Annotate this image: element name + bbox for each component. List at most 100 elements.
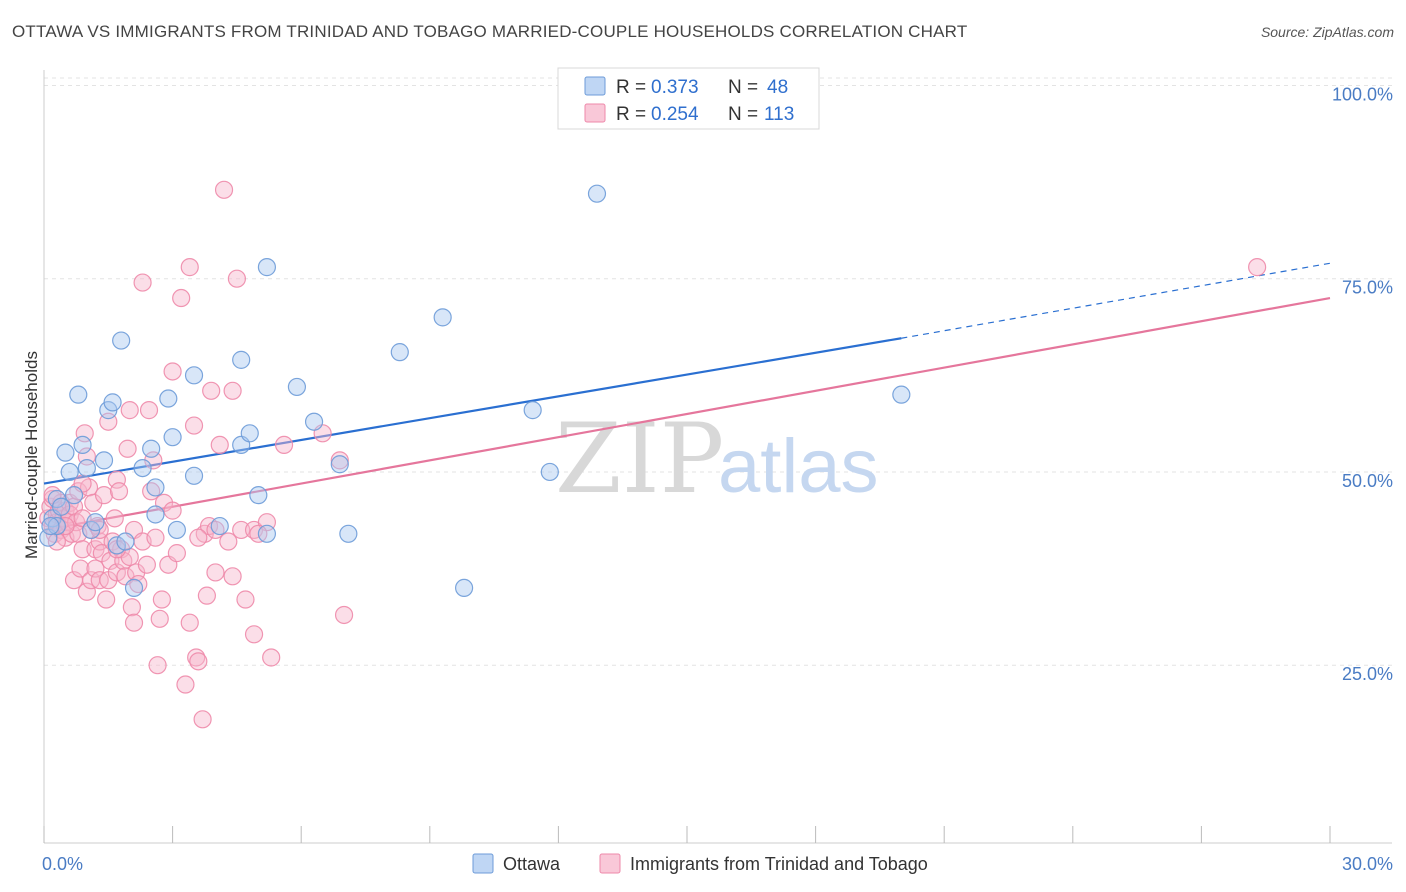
- trinidad-point: [73, 540, 92, 559]
- ottawa-point: [159, 389, 178, 408]
- trinidad-point: [172, 288, 191, 308]
- trend-line-ottawa-extension: [901, 262, 1331, 339]
- y-axis-label: Married-couple Households: [22, 351, 41, 559]
- ottawa-point: [163, 428, 182, 447]
- ottawa-point: [124, 578, 144, 598]
- legend-n-value-trinidad: 113: [764, 104, 794, 125]
- ottawa-point: [249, 486, 268, 505]
- trinidad-point: [109, 482, 129, 501]
- x-tick-label-max: 30.0%: [1342, 854, 1393, 874]
- ottawa-point: [287, 377, 307, 397]
- ottawa-point: [587, 184, 607, 203]
- ottawa-point: [52, 497, 71, 516]
- ottawa-point: [77, 458, 96, 478]
- trinidad-point: [334, 605, 354, 625]
- ottawa-point: [540, 462, 559, 482]
- trinidad-point: [107, 563, 126, 582]
- trinidad-point: [94, 486, 114, 505]
- trinidad-point: [47, 532, 66, 551]
- ottawa-point: [142, 439, 161, 458]
- legend: R = 0.373 N = 48 R = 0.254 N = 113: [557, 67, 820, 130]
- watermark-zip: ZIP: [555, 403, 724, 515]
- trinidad-point: [184, 416, 204, 435]
- legend-r-label: R =: [616, 77, 646, 98]
- bottom-legend-swatch-ottawa: [472, 853, 494, 874]
- grid: [44, 77, 1392, 666]
- y-tick-label: 25.0%: [1342, 664, 1393, 684]
- trinidad-point: [176, 675, 195, 694]
- ottawa-point: [339, 524, 358, 543]
- legend-n-label: N =: [728, 104, 758, 125]
- ottawa-point: [60, 462, 79, 482]
- trinidad-point: [214, 180, 234, 199]
- ottawa-point: [146, 478, 165, 497]
- bottom-legend-ottawa: Ottawa: [503, 854, 561, 874]
- ottawa-point: [133, 458, 152, 478]
- trinidad-point: [163, 501, 182, 520]
- trinidad-point: [122, 598, 141, 617]
- trinidad-point: [189, 652, 208, 671]
- trinidad-point: [152, 590, 171, 609]
- ottawa-point: [73, 435, 92, 455]
- ottawa-point: [107, 536, 126, 555]
- trend-line-trinidad: [43, 296, 1331, 532]
- ottawa-point: [892, 385, 911, 404]
- bottom-legend-trinidad: Immigrants from Trinidad and Tobago: [630, 854, 928, 874]
- ottawa-point: [184, 366, 204, 385]
- ottawa-point: [184, 466, 204, 485]
- watermark: ZIP atlas: [555, 403, 879, 515]
- legend-swatch-ottawa: [584, 76, 606, 96]
- ottawa-point: [116, 532, 135, 551]
- y-tick-label: 50.0%: [1342, 471, 1393, 491]
- legend-r-value-trinidad: 0.254: [651, 104, 699, 125]
- ottawa-point: [257, 524, 277, 543]
- trinidad-point: [206, 563, 225, 582]
- trinidad-point: [86, 559, 105, 578]
- trinidad-point: [202, 381, 221, 400]
- trinidad-point: [97, 590, 116, 609]
- trinidad-point: [71, 559, 90, 578]
- ottawa-point: [146, 505, 165, 524]
- bottom-legend-swatch-trinidad: [599, 853, 621, 874]
- trinidad-point: [75, 424, 94, 443]
- ottawa-point: [112, 331, 131, 350]
- chart-title: OTTAWA VS IMMIGRANTS FROM TRINIDAD AND T…: [12, 22, 968, 41]
- trinidad-point: [330, 451, 349, 470]
- ottawa-point: [47, 516, 66, 536]
- data-points: [39, 180, 1267, 729]
- trinidad-point: [105, 509, 124, 528]
- trinidad-point: [118, 439, 137, 458]
- ottawa-point: [56, 443, 75, 462]
- legend-swatch-trinidad: [584, 103, 606, 123]
- trinidad-point: [180, 258, 199, 277]
- trinidad-point: [146, 528, 165, 547]
- trend-line-ottawa: [43, 337, 902, 485]
- ottawa-point: [240, 424, 259, 443]
- ottawa-point: [94, 451, 114, 470]
- y-tick-labels: 25.0% 50.0% 75.0% 100.0%: [1332, 84, 1393, 684]
- trinidad-point: [236, 590, 255, 609]
- ottawa-point: [210, 516, 229, 536]
- trinidad-point: [274, 435, 294, 455]
- trinidad-point: [124, 613, 144, 632]
- source-label: Source: ZipAtlas.com: [1260, 24, 1394, 40]
- ottawa-point: [86, 513, 105, 532]
- ottawa-point: [69, 385, 88, 404]
- y-tick-label: 100.0%: [1332, 84, 1393, 104]
- trinidad-point: [189, 528, 208, 547]
- trinidad-point: [223, 567, 242, 586]
- ottawa-point: [523, 401, 542, 420]
- trinidad-point: [101, 551, 120, 570]
- ottawa-point: [103, 393, 122, 412]
- ottawa-point: [330, 455, 349, 474]
- trinidad-point: [232, 520, 251, 540]
- axes: [43, 70, 1392, 844]
- ottawa-point: [232, 350, 251, 369]
- trinidad-point: [197, 586, 216, 605]
- ottawa-point: [167, 520, 186, 540]
- trinidad-point: [180, 613, 199, 632]
- trinidad-point: [223, 381, 242, 400]
- trinidad-point: [193, 710, 212, 729]
- trinidad-point: [148, 656, 167, 675]
